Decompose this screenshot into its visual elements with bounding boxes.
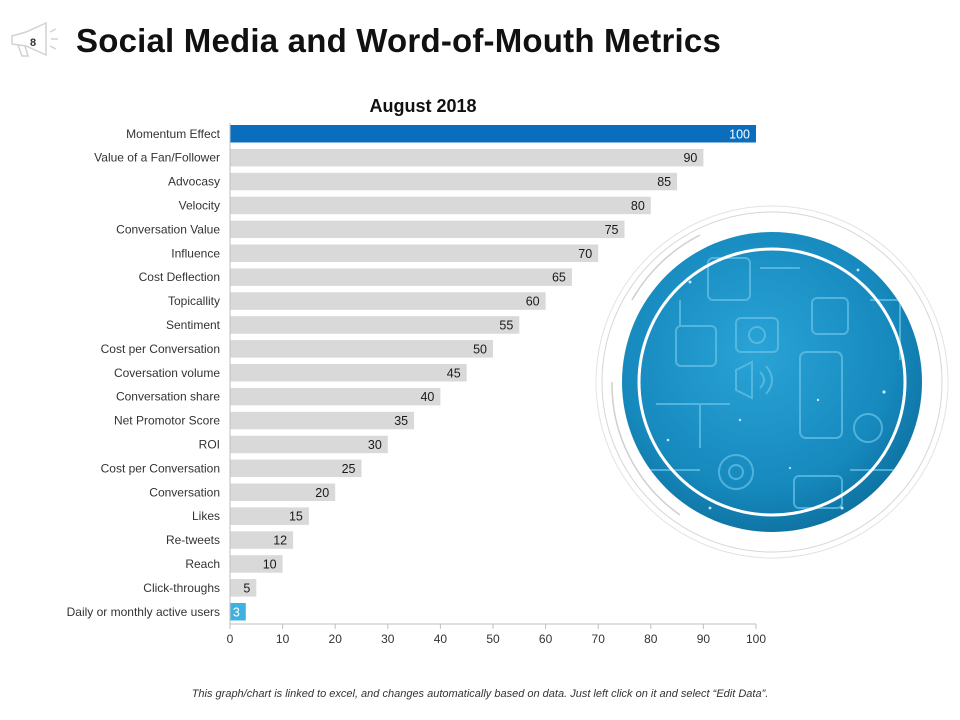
- bar: [230, 459, 362, 478]
- data-label: 20: [315, 486, 329, 500]
- category-label: Value of a Fan/Follower: [94, 151, 220, 165]
- category-label: ROI: [199, 437, 220, 451]
- data-label: 80: [631, 199, 645, 213]
- social-media-globe-illustration: [595, 205, 949, 559]
- bar: [230, 244, 599, 262]
- bar: [230, 603, 246, 621]
- data-label: 10: [263, 557, 277, 571]
- data-label: 12: [273, 534, 287, 548]
- megaphone-icon: [11, 21, 58, 57]
- category-label: Reach: [185, 557, 220, 571]
- data-label: 70: [578, 247, 592, 261]
- data-label: 100: [729, 127, 750, 141]
- data-label: 3: [233, 605, 240, 619]
- data-label: 40: [420, 390, 434, 404]
- x-tick-label: 10: [276, 632, 290, 646]
- data-label: 55: [499, 318, 513, 332]
- bar: [230, 148, 704, 167]
- x-tick-label: 30: [381, 632, 395, 646]
- x-tick-label: 20: [329, 632, 343, 646]
- data-label: 50: [473, 342, 487, 356]
- category-label: Cost per Conversation: [101, 461, 220, 475]
- data-label: 5: [243, 581, 250, 595]
- x-tick-label: 90: [697, 632, 711, 646]
- slide-number: 8: [29, 37, 37, 49]
- category-label: Likes: [192, 509, 220, 523]
- category-label: Cost Deflection: [139, 270, 220, 284]
- page-title: Social Media and Word-of-Mouth Metrics: [76, 22, 722, 59]
- category-label: Velocity: [179, 198, 220, 212]
- category-label: Conversation Value: [116, 222, 220, 236]
- data-label: 25: [342, 462, 356, 476]
- category-label: Conversation: [149, 485, 220, 499]
- category-label: Cost per Conversation: [101, 342, 220, 356]
- bar: [230, 196, 651, 215]
- category-label: Net Promotor Score: [114, 414, 220, 428]
- x-tick-label: 50: [486, 632, 500, 646]
- bar: [230, 411, 415, 430]
- bar: [230, 387, 441, 406]
- data-label: 75: [605, 223, 619, 237]
- x-tick-label: 70: [592, 632, 606, 646]
- bar: [230, 364, 467, 382]
- bar: [230, 435, 388, 454]
- x-tick-label: 40: [434, 632, 448, 646]
- data-label: 30: [368, 438, 382, 452]
- category-label: Momentum Effect: [126, 127, 220, 141]
- bar: [230, 483, 336, 501]
- category-label: Daily or monthly active users: [67, 605, 220, 619]
- data-label: 85: [657, 175, 671, 189]
- x-tick-label: 100: [746, 632, 766, 646]
- category-label: Sentiment: [166, 318, 221, 332]
- bar: [230, 531, 294, 549]
- data-label: 15: [289, 510, 303, 524]
- footer-note: This graph/chart is linked to excel, and…: [191, 688, 769, 700]
- category-label: Influence: [171, 246, 220, 260]
- bar: [230, 292, 546, 310]
- data-label: 35: [394, 414, 408, 428]
- data-label: 45: [447, 366, 461, 380]
- bar: [230, 555, 283, 573]
- bar: [230, 268, 572, 286]
- category-label: Advocasy: [168, 175, 220, 189]
- data-label: 90: [683, 151, 697, 165]
- bar: [230, 172, 678, 191]
- bar: [230, 125, 756, 143]
- x-tick-label: 60: [539, 632, 553, 646]
- category-label: Coversation volume: [114, 366, 220, 380]
- bar: [230, 507, 309, 525]
- bar: [230, 579, 257, 597]
- data-label: 60: [526, 295, 540, 309]
- bar: [230, 220, 625, 239]
- bar: [230, 316, 520, 334]
- category-label: Re-tweets: [166, 533, 220, 547]
- chart-title: August 2018: [369, 96, 477, 116]
- bar: [230, 340, 493, 358]
- category-label: Topicallity: [168, 294, 220, 308]
- x-tick-label: 0: [227, 632, 234, 646]
- category-label: Conversation share: [116, 390, 220, 404]
- x-tick-label: 80: [644, 632, 658, 646]
- data-label: 65: [552, 271, 566, 285]
- category-label: Click-throughs: [143, 581, 220, 595]
